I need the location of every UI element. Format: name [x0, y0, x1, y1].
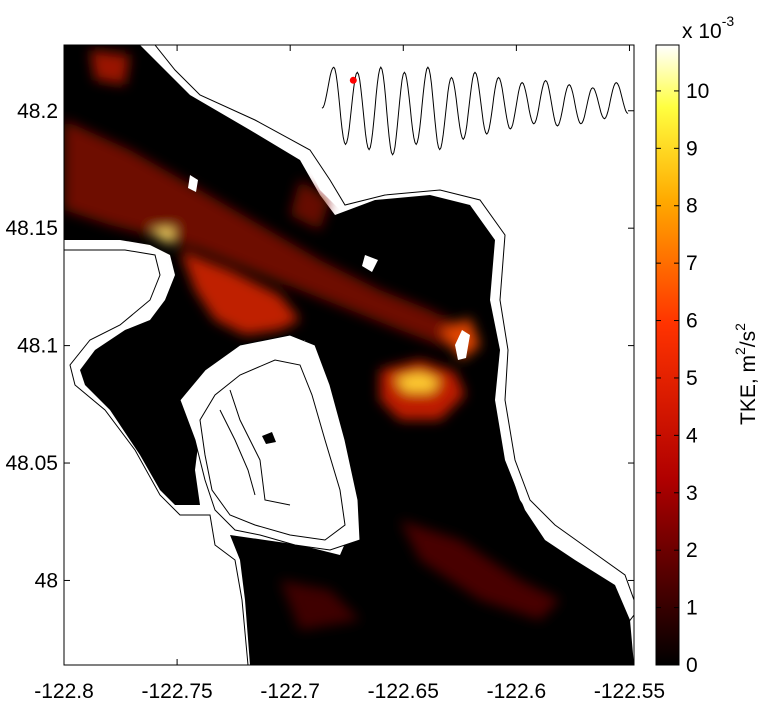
inset-time-series: [321, 66, 629, 156]
colorbar-gradient: [655, 44, 680, 666]
x-axis: -122.8 -122.75 -122.7 -122.65 -122.6 -122.55: [34, 45, 665, 701]
x-tick-label: -122.75: [141, 680, 212, 701]
colorbar-label: TKE, m2/s2: [732, 323, 760, 425]
plot-frame: [63, 44, 635, 666]
land-masses: [64, 45, 634, 600]
colorbar: 0 1 2 3 4 5 6 7 8 9 10 x 10-3 TKE, m2/s2: [655, 13, 760, 677]
y-tick-label: 48.2: [17, 100, 58, 123]
colorbar-tick-label: 4: [686, 424, 698, 447]
y-tick-label: 48: [35, 569, 58, 592]
colorbar-tick-label: 2: [686, 539, 698, 562]
y-axis: 48 48.05 48.1 48.15 48.2: [5, 100, 634, 592]
colorbar-tick-label: 9: [686, 137, 698, 160]
colorbar-tick-label: 0: [686, 654, 698, 677]
colorbar-ticks: 0 1 2 3 4 5 6 7 8 9 10: [656, 80, 709, 677]
colorbar-tick-label: 1: [686, 597, 698, 620]
x-tick-label: -122.8: [34, 680, 94, 701]
inset-marker: [349, 76, 357, 84]
x-tick-label: -122.6: [487, 680, 547, 701]
x-tick-label: -122.55: [594, 680, 665, 701]
colorbar-tick-label: 5: [686, 367, 698, 390]
colorbar-tick-label: 6: [686, 310, 698, 333]
colorbar-tick-label: 3: [686, 482, 698, 505]
inset-series-line: [321, 66, 629, 156]
y-tick-label: 48.05: [5, 452, 58, 475]
shoreline-contours: [64, 45, 634, 665]
colorbar-tick-label: 8: [686, 195, 698, 218]
y-tick-label: 48.1: [17, 335, 58, 358]
x-tick-label: -122.7: [260, 680, 320, 701]
colorbar-tick-label: 7: [686, 252, 698, 275]
colorbar-tick-label: 10: [686, 80, 709, 103]
x-tick-label: -122.65: [368, 680, 439, 701]
colorbar-multiplier: x 10-3: [682, 13, 734, 43]
map-plot: [64, 45, 634, 665]
y-tick-label: 48.15: [5, 217, 58, 240]
